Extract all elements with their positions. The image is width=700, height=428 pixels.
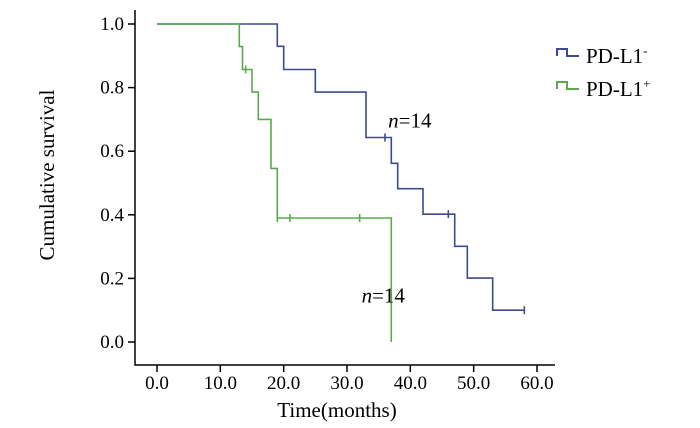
y-tick-label: 0.2 — [100, 268, 124, 289]
x-axis-title: Time(months) — [277, 398, 396, 422]
y-tick-label: 0.4 — [100, 205, 124, 226]
sample-size-annotation: n=14 — [362, 283, 406, 307]
x-tick-label: 10.0 — [204, 373, 237, 394]
legend-label: PD-L1+ — [586, 76, 651, 101]
x-tick-label: 30.0 — [330, 373, 363, 394]
series-group — [157, 23, 393, 342]
series-line — [157, 23, 525, 311]
legend-superscript: - — [643, 43, 647, 58]
y-axis-title: Cumulative survival — [35, 89, 59, 260]
annotation-value: =14 — [399, 108, 432, 132]
x-tick-label: 0.0 — [145, 373, 169, 394]
series-line — [157, 23, 393, 342]
y-tick-label: 0.6 — [100, 141, 124, 162]
x-tick-label: 20.0 — [267, 373, 300, 394]
y-tick-label: 0.8 — [100, 78, 124, 99]
series-group — [157, 23, 526, 315]
annotations: n=14n=14 — [362, 108, 432, 307]
annotation-var: n — [362, 283, 373, 307]
series-layer — [157, 23, 526, 342]
annotation-value: =14 — [372, 283, 405, 307]
legend-swatch — [556, 81, 579, 90]
legend-swatch — [556, 48, 579, 57]
x-tick-label: 40.0 — [394, 373, 427, 394]
legend-name: PD-L1 — [586, 44, 643, 68]
y-tick-label: 0.0 — [100, 332, 124, 353]
x-tick-label: 60.0 — [520, 373, 553, 394]
x-tick-label: 50.0 — [457, 373, 490, 394]
y-tick-label: 1.0 — [100, 14, 124, 35]
annotation-var: n — [388, 108, 399, 132]
sample-size-annotation: n=14 — [388, 108, 432, 132]
axes: 0.0 0.2 0.4 0.6 0.8 1.0 0.0 10.0 20.0 30.0 40.0 50.… — [35, 10, 555, 422]
legend: PD-L1-PD-L1+ — [556, 43, 651, 101]
legend-superscript: + — [643, 76, 650, 91]
legend-name: PD-L1 — [586, 77, 643, 101]
legend-label: PD-L1- — [586, 43, 648, 68]
